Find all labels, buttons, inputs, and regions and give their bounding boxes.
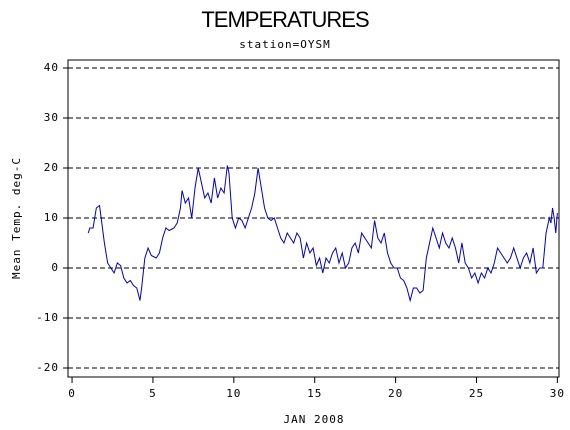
- y-axis-label: Mean Temp. deg-C: [10, 157, 23, 279]
- x-tick-label: 0: [68, 387, 76, 400]
- y-tick-label: 40: [44, 61, 59, 74]
- x-tick-label: 5: [149, 387, 157, 400]
- y-tick-label: 30: [44, 111, 59, 124]
- chart-title: TEMPERATURES: [201, 7, 369, 32]
- x-tick-label: 20: [388, 387, 403, 400]
- y-tick-label: 10: [44, 211, 59, 224]
- x-tick-label: 25: [469, 387, 484, 400]
- x-tick-label: 15: [307, 387, 322, 400]
- y-tick-label: -10: [36, 311, 59, 324]
- data-line: [87, 165, 558, 303]
- y-tick-label: 0: [51, 261, 59, 274]
- x-tick-label: 10: [226, 387, 241, 400]
- y-tick-label: -20: [36, 361, 59, 374]
- chart-subtitle: station=OYSM: [239, 38, 330, 51]
- y-tick-label: 20: [44, 161, 59, 174]
- x-axis-label: JAN 2008: [284, 413, 345, 426]
- x-tick-label: 30: [550, 387, 565, 400]
